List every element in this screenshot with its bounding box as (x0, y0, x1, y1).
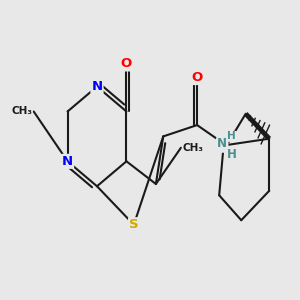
Text: N: N (217, 139, 228, 152)
Text: S: S (129, 218, 139, 231)
Text: CH₃: CH₃ (182, 143, 203, 153)
Text: N: N (92, 80, 103, 93)
Text: H: H (227, 148, 237, 161)
Text: N: N (62, 155, 73, 168)
Text: N: N (217, 137, 227, 150)
Text: CH₃: CH₃ (11, 106, 32, 116)
Text: O: O (121, 57, 132, 70)
Text: O: O (191, 71, 203, 84)
Text: H: H (227, 131, 236, 141)
